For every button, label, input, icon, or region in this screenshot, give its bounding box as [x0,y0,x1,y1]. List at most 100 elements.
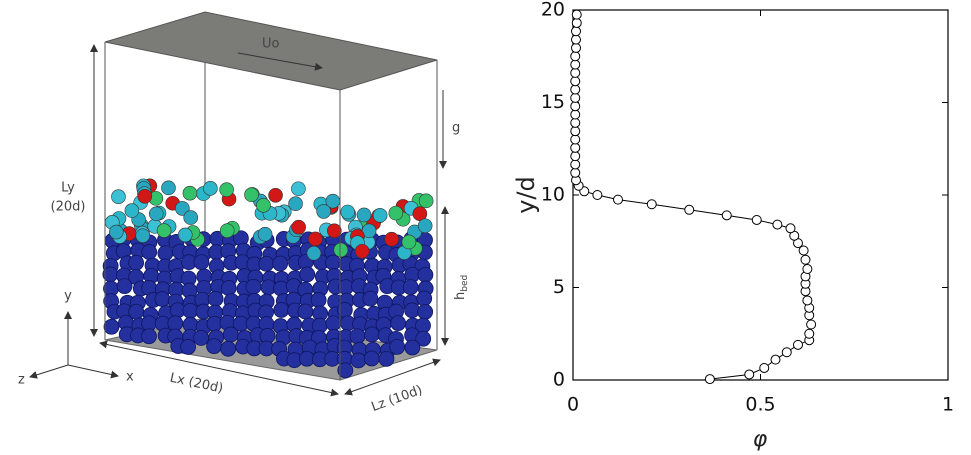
data-point [571,34,581,45]
flow-label: Uo [262,37,280,52]
particle [325,315,342,332]
particle [417,303,434,320]
data-point [770,354,781,365]
data-point [751,214,762,225]
particle [299,266,316,283]
particle [219,223,235,238]
particle [310,292,327,308]
particle [182,185,198,201]
particle [135,228,151,243]
lz-arrow [344,358,441,396]
particle [390,315,406,332]
data-point [802,295,813,306]
y-tick-label: 20 [541,0,565,21]
data-point [798,245,809,256]
data-point [785,223,796,234]
data-point [793,339,803,350]
particle [220,280,237,296]
particle [207,290,224,307]
data-point [571,17,582,28]
particle [363,350,380,367]
y-tick-label: 0 [553,369,565,391]
particle [141,328,157,345]
data-point [704,374,715,385]
particle [291,219,306,235]
particle [316,204,331,219]
particle [340,204,356,220]
particle [148,206,164,222]
lz-label: Lz (10d) [369,383,424,415]
data-point [570,76,581,87]
arrows [29,44,449,397]
profile-line [574,14,812,380]
particle [220,340,237,357]
data-point [806,319,817,330]
data-point [570,151,581,162]
particle [175,201,190,216]
particle [416,290,433,307]
particle [291,181,306,197]
particle [141,244,158,260]
particle [404,339,421,356]
data-point [804,328,815,339]
particle [272,255,289,272]
data-point [570,142,581,153]
particle [372,208,388,223]
data-point [592,190,603,200]
particle [268,187,283,203]
y-axis-label: y/d [512,176,540,214]
particle [244,187,259,203]
particle [116,278,133,295]
plot-frame [572,9,949,381]
particle [183,210,199,225]
axis-arrow [67,364,119,379]
particle [325,254,341,271]
particle [362,290,379,307]
particle [402,279,419,296]
data-point [570,67,581,78]
lx-label: Lx (20d) [168,371,224,397]
particle [308,231,323,247]
data-point [570,101,581,112]
particle [111,189,126,204]
particle [203,181,218,196]
gravity-label: g [452,121,460,136]
data-point [759,362,770,373]
data-point [646,199,657,210]
particle [273,302,290,318]
data-point [571,42,581,53]
ly-value: (20d) [51,200,86,215]
axis-arrow [29,364,69,379]
y-tick-label: 15 [541,91,565,113]
data-point [570,109,581,120]
data-point [781,347,792,358]
particle [193,254,210,271]
data-point [802,264,813,274]
data-point [744,369,755,380]
particle [327,223,342,239]
data-point [684,204,695,215]
particle [109,224,124,240]
data-point [570,92,581,103]
x-axis-label: φ [753,427,768,452]
particle [258,255,275,272]
particle [128,254,145,271]
particle [245,278,262,295]
data-point [570,167,581,178]
axis-label: x [126,370,134,385]
particle [350,352,367,369]
data-point [721,210,732,221]
particle [306,245,322,261]
data-point [570,84,581,95]
particle [412,206,428,221]
particle [222,326,239,343]
particle [418,193,434,209]
particle [154,291,171,307]
data-point [570,51,581,62]
particle [415,330,432,347]
particle [384,231,399,247]
axis-label: y [64,289,72,304]
x-tick-label: 0 [567,394,579,416]
particle [257,226,273,242]
